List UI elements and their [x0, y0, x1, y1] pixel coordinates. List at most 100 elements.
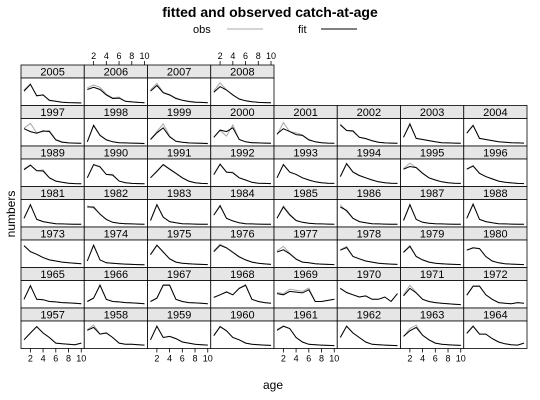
strip-label-1996: 1996: [483, 148, 507, 160]
panel-1979: 1979: [400, 226, 465, 268]
fit-line-1959: [150, 325, 208, 346]
plot-area-1977: [273, 239, 338, 268]
panel-1959: 1959: [147, 307, 212, 349]
plot-area-2000: [210, 118, 275, 147]
x-tick-label-bottom: 6: [433, 354, 438, 364]
strip-label-1984: 1984: [230, 188, 254, 200]
fit-line-1979: [403, 245, 461, 266]
strip-label-2008: 2008: [230, 67, 254, 79]
plot-area-1961: [273, 320, 338, 349]
plot-area-2002: [336, 118, 401, 147]
plot-area-1957: [20, 320, 85, 349]
panel-1993: 1993: [273, 145, 338, 187]
fit-line-2000: [213, 127, 272, 144]
plot-area-1967: [147, 280, 212, 309]
panel-2001: 2001: [273, 105, 338, 147]
panel-1994: 1994: [336, 145, 401, 187]
fit-line-1988: [466, 203, 524, 225]
strip-label-1980: 1980: [483, 229, 507, 241]
x-tick-label-bottom: 6: [306, 354, 311, 364]
strip-label-1982: 1982: [104, 188, 128, 200]
x-tick-label-bottom: 10: [456, 354, 466, 364]
strip-label-1957: 1957: [40, 310, 64, 322]
plot-area-1988: [463, 199, 528, 228]
panel-1974: 1974: [83, 226, 148, 268]
fit-line-1999: [150, 127, 208, 145]
plot-area-1998: [83, 118, 148, 147]
strip-label-2000: 2000: [230, 107, 254, 119]
panel-1962: 1962: [336, 307, 401, 349]
fit-line-1977: [276, 249, 335, 266]
panel-2007: 2007: [147, 64, 212, 106]
plot-area-1959: [147, 320, 212, 349]
panel-1986: 1986: [336, 186, 401, 228]
panel-1963: 1963: [400, 307, 465, 349]
panel-1992: 1992: [210, 145, 275, 187]
plot-area-1992: [210, 158, 275, 187]
strip-label-1963: 1963: [420, 310, 444, 322]
panel-1978: 1978: [336, 226, 401, 268]
fit-line-1996: [466, 165, 525, 185]
plot-area-1993: [273, 158, 338, 187]
fit-line-1973: [23, 245, 82, 265]
x-tick-label-bottom: 2: [28, 354, 33, 364]
strip-label-1987: 1987: [420, 188, 444, 200]
fit-line-1970: [340, 287, 398, 303]
fit-line-1998: [86, 124, 145, 145]
legend-label-obs: obs: [193, 24, 211, 36]
fit-line-1992: [213, 163, 272, 185]
plot-area-1962: [336, 320, 401, 349]
fit-line-1966: [87, 284, 145, 305]
fit-line-1967: [150, 284, 208, 305]
strip-label-1979: 1979: [420, 229, 444, 241]
panel-1991: 1991: [147, 145, 212, 187]
fit-line-1962: [339, 325, 398, 347]
x-tick-label-bottom: 8: [193, 354, 198, 364]
x-tick-label-top: 4: [230, 51, 235, 61]
panel-1960: 1960: [210, 307, 275, 349]
strip-label-1997: 1997: [40, 107, 64, 119]
fit-line-1986: [340, 206, 398, 225]
panel-1996: 1996: [463, 145, 528, 187]
panel-1957: 1957: [20, 307, 85, 349]
x-tick-label-bottom: 10: [76, 354, 86, 364]
x-tick-label-top: 8: [129, 51, 134, 61]
strip-label-1993: 1993: [293, 148, 317, 160]
x-tick-label-bottom: 2: [281, 354, 286, 364]
x-axis-label: age: [263, 378, 283, 392]
plot-area-1996: [463, 158, 528, 187]
strip-label-1965: 1965: [40, 269, 64, 281]
plot-area-1991: [147, 158, 212, 187]
strip-label-1999: 1999: [167, 107, 191, 119]
panel-1987: 1987: [400, 186, 465, 228]
x-tick-label-top: 2: [218, 51, 223, 61]
fit-line-1980: [466, 247, 525, 266]
panel-1964: 1964: [463, 307, 528, 349]
x-tick-label-bottom: 8: [446, 354, 451, 364]
fit-line-1990: [86, 164, 145, 185]
panel-1984: 1984: [210, 186, 275, 228]
fit-line-1989: [23, 164, 82, 185]
fit-line-1964: [466, 325, 525, 346]
fit-line-1994: [339, 162, 398, 184]
panel-1976: 1976: [210, 226, 275, 268]
strip-label-1968: 1968: [230, 269, 254, 281]
panel-1983: 1983: [147, 186, 212, 228]
strip-label-2004: 2004: [483, 107, 507, 119]
legend: obs fit: [193, 24, 357, 36]
plot-area-2008: [210, 77, 275, 106]
strip-label-1977: 1977: [293, 229, 317, 241]
x-tick-label-bottom: 6: [53, 354, 58, 364]
plot-area-1989: [20, 158, 85, 187]
x-tick-label-bottom: 4: [294, 354, 299, 364]
strip-label-1967: 1967: [167, 269, 191, 281]
strip-label-1978: 1978: [357, 229, 381, 241]
strip-label-2002: 2002: [357, 107, 381, 119]
panel-2003: 2003: [400, 105, 465, 147]
plot-area-1984: [210, 199, 275, 228]
panel-1970: 1970: [336, 267, 401, 309]
plot-area-1970: [336, 280, 401, 309]
fit-line-1978: [340, 246, 398, 265]
strip-label-1981: 1981: [40, 188, 64, 200]
